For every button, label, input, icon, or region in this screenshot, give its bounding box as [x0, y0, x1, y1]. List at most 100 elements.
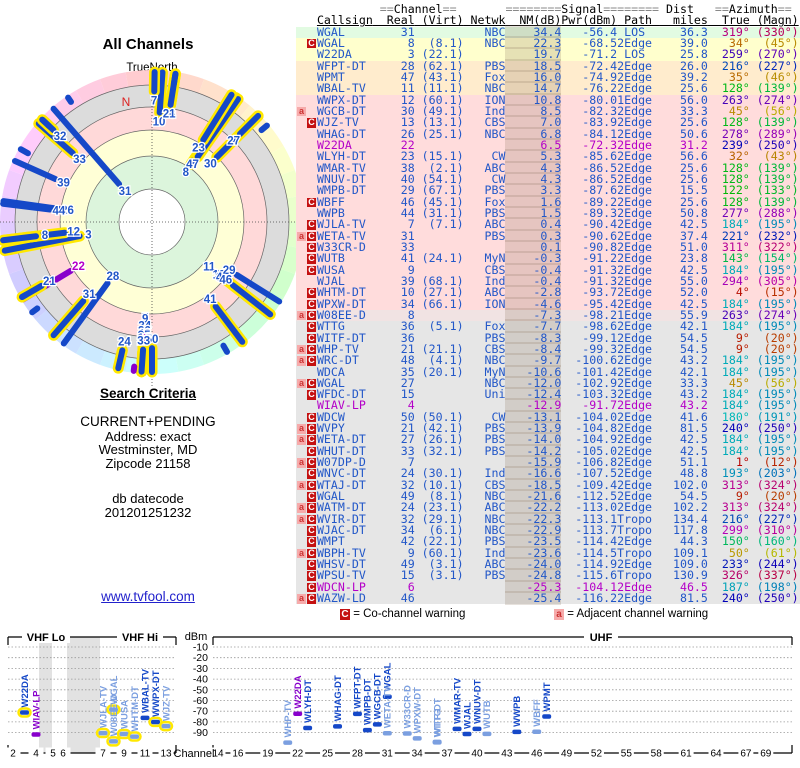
- bar-warning-halo: [106, 736, 121, 747]
- co-channel-flag: C: [307, 230, 316, 242]
- bar-callsign-label: WMPB-DT: [363, 679, 374, 725]
- table-row: C WHTM-DT 10 (27.1) ABC -2.8 -93.72Edge …: [296, 285, 800, 300]
- table-row: WFPT-DT 28 (62.1) PBS 18.5 -72.42Edge 26…: [296, 58, 800, 73]
- vhf-hi-title: VHF Hi: [122, 632, 158, 644]
- table-row: C WGAL 49 (8.1) NBC -21.6 -112.52Edge 54…: [296, 489, 800, 504]
- table-row: a WGCB-DT 30 (49.1) Ind 8.5 -82.32Edge 3…: [296, 103, 800, 118]
- bar-callsign-label: WHAG-DT: [333, 675, 344, 721]
- radar-channel-label: 7: [151, 95, 157, 107]
- table-row: C WITF-DT 36 PBS -8.3 -99.12Edge 54.5 9°…: [296, 330, 800, 345]
- co-channel-flag: C: [307, 547, 316, 559]
- channel-tick-label: 4: [33, 749, 39, 760]
- bar-warning-halo: [158, 720, 174, 732]
- radar-channel-label: 27: [227, 135, 240, 147]
- co-channel-flag: C: [307, 264, 316, 276]
- station-spoke: [194, 96, 242, 160]
- table-row: C WGAL 8 (8.1) NBC 22.3 -68.52Edge 39.0 …: [296, 35, 800, 50]
- radar-channel-label: 40: [216, 272, 229, 284]
- adjacent-channel-flag: a: [297, 377, 306, 389]
- signal-bar: [482, 731, 492, 737]
- azimuth-color-ring: [240, 310, 269, 339]
- table-row: WLYH-DT 23 (15.1) CW 5.3 -85.62Edge 56.6…: [296, 149, 800, 164]
- table-row: WMPB-DT 29 (67.1) PBS 3.3 -87.62Edge 15.…: [296, 183, 800, 198]
- radar-channel-label: 13: [213, 269, 226, 281]
- radar-channel-label: 8: [183, 167, 190, 179]
- signal-bar: [151, 719, 160, 725]
- table-row: C WHUT-DT 33 (32.1) PBS -14.2 -105.02Edg…: [296, 443, 800, 458]
- bar-callsign-label: W22DA: [293, 675, 304, 708]
- co-channel-flag: C: [307, 434, 316, 445]
- co-channel-flag: C: [307, 479, 316, 491]
- adjacent-channel-flag: a: [297, 434, 306, 445]
- tvfool-link[interactable]: www.tvfool.com: [101, 589, 195, 604]
- adjacent-channel-legend-text: = Adjacent channel warning: [567, 608, 709, 620]
- channel-tick-label: 55: [621, 749, 633, 760]
- y-axis-tick-label: -80: [193, 716, 208, 728]
- adjacent-channel-flag: a: [297, 105, 306, 117]
- table-header-groups: ==Channel== ========Signal======== Dist …: [379, 2, 792, 16]
- channel-tick-label: 5: [50, 749, 56, 760]
- dbm-axis-label: dBm: [185, 631, 208, 643]
- radar-channel-label: 33: [73, 154, 86, 166]
- radar-channel-label: 30: [204, 159, 217, 171]
- co-channel-flag: C: [307, 253, 316, 264]
- bar-callsign-label: WWPX-DT: [151, 670, 162, 717]
- radar-channel-label: 31: [83, 289, 96, 301]
- radar-channel-label: 48: [138, 328, 151, 340]
- azimuth-color-ring: [198, 79, 228, 104]
- db-datecode-label: db datecode: [112, 491, 184, 506]
- bar-callsign-label: WGAL: [109, 675, 120, 704]
- co-channel-flag: C: [307, 581, 316, 593]
- station-spoke: [138, 346, 147, 375]
- table-row: C W33CR-D 33 0.1 -90.82Edge 51.0 311° (3…: [296, 239, 800, 254]
- radar-channel-label: 36: [163, 109, 176, 121]
- radar-channel-label: 8: [42, 230, 49, 242]
- signal-bar: [452, 726, 462, 732]
- co-channel-flag: C: [307, 502, 316, 513]
- co-channel-flag: C: [307, 536, 316, 547]
- radar-channel-label: 21: [163, 109, 176, 121]
- station-spoke: [60, 332, 73, 347]
- station-spoke: [229, 282, 274, 318]
- radar-channel-label: 32: [54, 131, 67, 143]
- bar-callsign-label: WPMT: [542, 682, 553, 711]
- channel-axis-label: Channel: [174, 748, 215, 760]
- table-row: C WJZ-TV 13 (13.1) CBS 7.0 -83.92Edge 25…: [296, 115, 800, 130]
- azimuth-color-ring: [76, 79, 106, 104]
- signal-bar: [432, 740, 442, 745]
- co-channel-flag: C: [307, 37, 316, 49]
- table-row: C WDCN-LP 6 -25.3 -104.12Edge 46.5 187° …: [296, 579, 800, 594]
- table-row: C WPSU-TV 15 (3.1) PBS -24.8 -115.6Tropo…: [296, 568, 800, 583]
- bar-callsign-label: WBFF: [532, 699, 543, 727]
- channel-tick-label: 13: [160, 749, 172, 760]
- radar-channel-label: 36: [138, 325, 151, 337]
- table-row: W22DA 3 (22.1) 19.7 -71.2 LOS 25.8 259° …: [296, 47, 800, 62]
- signal-bar: [362, 727, 372, 733]
- signal-bar: [412, 736, 422, 741]
- station-spoke: [1, 233, 83, 254]
- radar-channel-label: 27: [137, 335, 150, 347]
- table-row: WHAG-DT 26 (25.1) NBC 6.8 -84.12Edge 50.…: [296, 126, 800, 141]
- bar-callsign-label: WPXW-DT: [413, 687, 424, 733]
- y-axis-tick-label: -40: [193, 674, 208, 686]
- table-row: WBAL-TV 11 (11.1) NBC 14.7 -76.22Edge 25…: [296, 81, 800, 96]
- co-channel-flag: C: [307, 377, 316, 389]
- station-spoke: [130, 363, 138, 374]
- adjacent-channel-flag: a: [297, 502, 306, 513]
- bar-chart-svg: -10-20-30-40-50-60-70-80-90 VHF Lo VHF Hi U…: [5, 631, 793, 760]
- y-axis-tick-label: -20: [193, 652, 208, 664]
- table-header-columns: Callsign Real (Virt) Netwk NM(dB)Pwr(dBm…: [316, 13, 799, 28]
- radar-channel-label: 22: [72, 261, 85, 273]
- radar-channel-label: 44: [53, 206, 66, 218]
- y-axis-tick-label: -50: [193, 684, 208, 696]
- y-axis-tick-label: -90: [193, 727, 208, 739]
- station-table: ==Channel== ========Signal======== Dist …: [296, 2, 800, 606]
- signal-bar: [293, 711, 303, 716]
- table-row: WIAV-LP 4 -12.9 -91.72Edge 43.2 184° (19…: [296, 398, 800, 413]
- bar-callsign-label: WUTB: [482, 700, 493, 729]
- adjacent-channel-flag: a: [297, 309, 306, 321]
- channel-tick-label: 69: [760, 749, 772, 760]
